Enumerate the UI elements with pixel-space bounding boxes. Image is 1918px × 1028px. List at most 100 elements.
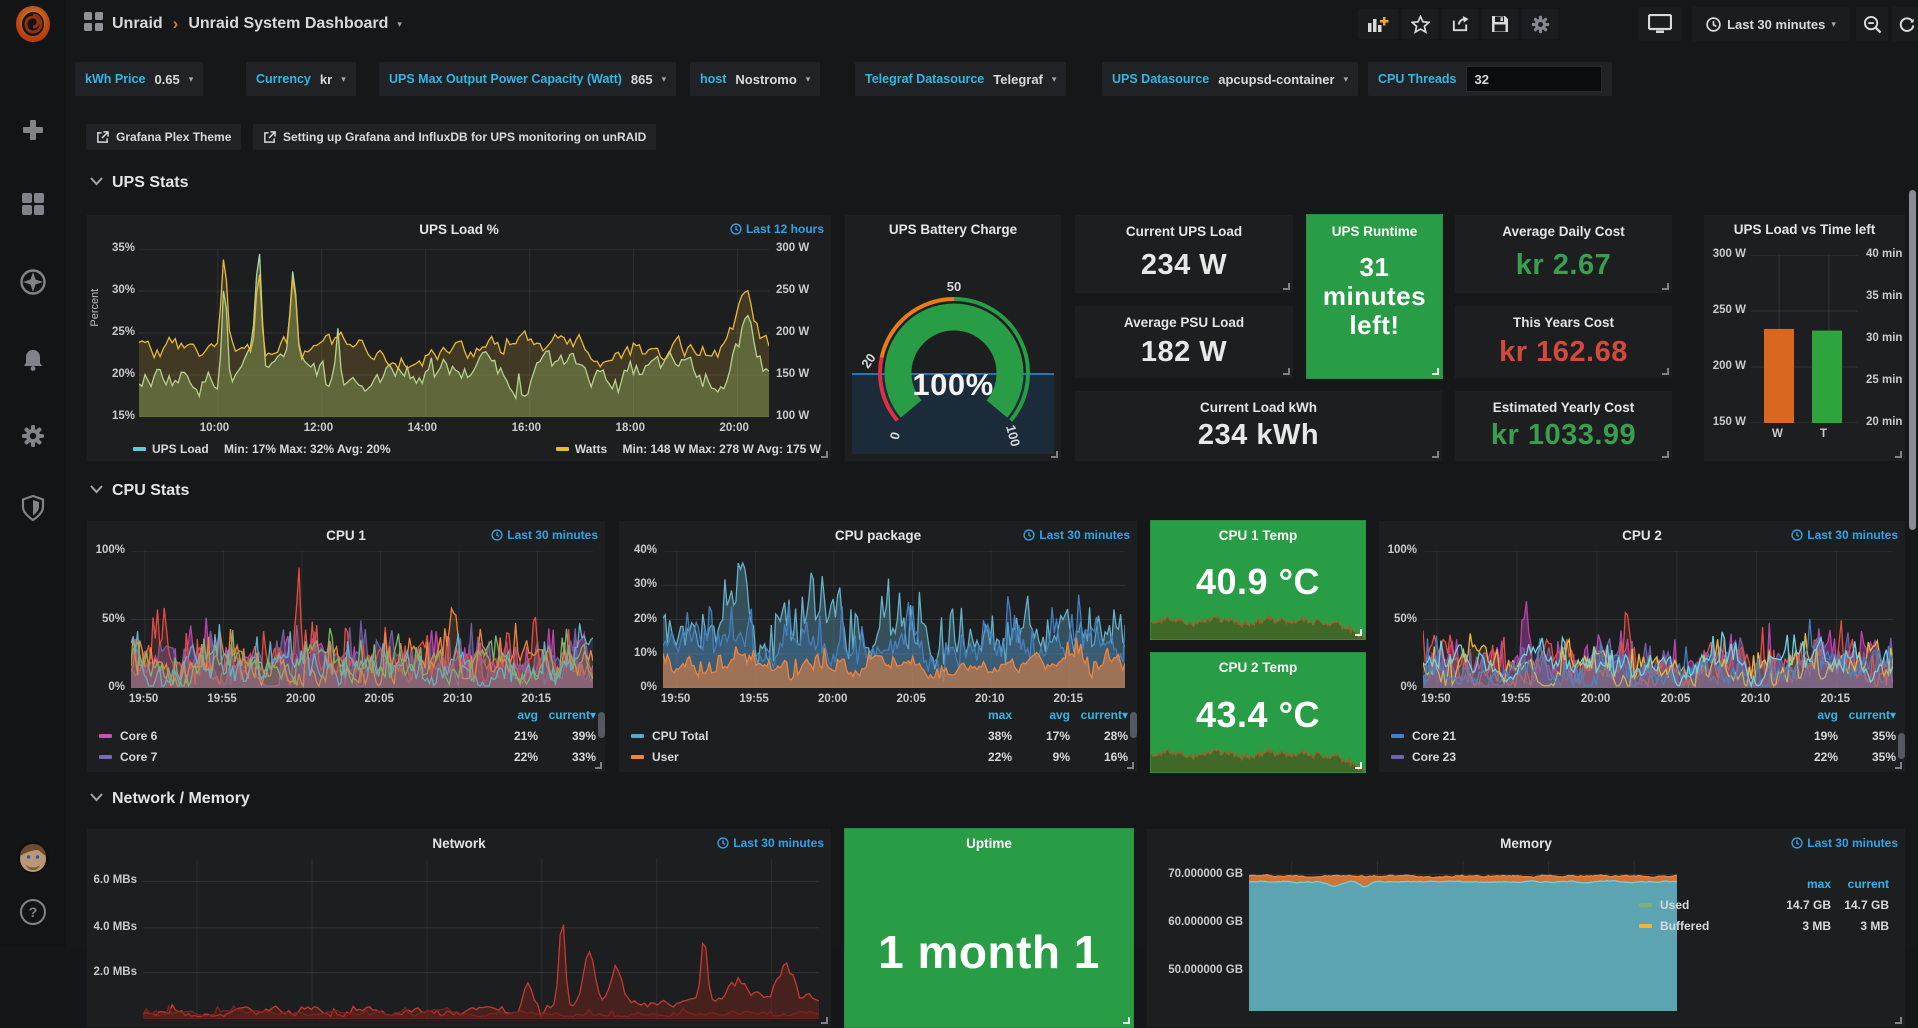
dashboards-icon[interactable] [0,182,66,226]
legend-item-ups-load[interactable]: UPS Load Min: 17% Max: 32% Avg: 20% [133,442,391,456]
panel-time-range[interactable]: Last 12 hours [730,222,824,236]
axis-tick: 20% [95,368,135,380]
legend-header[interactable]: current▾ [1070,708,1128,722]
page-scrollbar[interactable] [1909,190,1916,530]
time-range-picker[interactable]: Last 30 minutes ▾ [1692,7,1850,41]
legend-scrollbar[interactable] [598,712,605,738]
variable-host[interactable]: host Nostromo ▾ [690,62,820,96]
stat-value: 234 W [1075,249,1293,282]
axis-tick: 35 min [1866,290,1902,302]
user-avatar[interactable] [0,836,66,880]
legend-swatch [631,755,644,759]
memory-chart[interactable] [1249,861,1677,1011]
axis-tick: 10:00 [200,422,229,434]
link-ups-monitoring-guide[interactable]: Setting up Grafana and InfluxDB for UPS … [253,124,656,150]
save-dashboard-button[interactable] [1482,9,1518,39]
temp-sparkline [1151,605,1366,639]
variable-ups-max-output[interactable]: UPS Max Output Power Capacity (Watt) 865… [379,62,676,96]
help-icon[interactable]: ? [0,890,66,934]
panel-time-range[interactable]: Last 30 minutes [1791,528,1898,542]
section-network-memory[interactable]: Network / Memory [90,790,250,808]
network-chart[interactable] [143,859,819,1019]
panel-time-range[interactable]: Last 30 minutes [491,528,598,542]
axis-tick: 19:50 [1421,693,1450,705]
axis-tick: 20:15 [522,693,551,705]
legend-header[interactable]: current▾ [1838,708,1896,722]
variable-telegraf-datasource[interactable]: Telegraf Datasource Telegraf ▾ [855,62,1066,96]
dashboard-dropdown-caret[interactable]: ▾ [397,19,402,30]
panel-title[interactable]: Uptime [845,836,1133,851]
legend-header[interactable]: current [1831,877,1889,891]
share-dashboard-button[interactable] [1442,9,1478,39]
panel-title[interactable]: CPU 2 Temp [1151,660,1365,675]
panel-title[interactable]: Estimated Yearly Cost [1455,400,1672,415]
cpu1-chart[interactable] [131,551,593,688]
panel-title[interactable]: CPU 1 Temp [1151,528,1365,543]
legend-value: 22% [954,750,1012,764]
legend-swatch [1639,924,1652,928]
breadcrumb-dashboard-title[interactable]: Unraid System Dashboard [188,15,388,33]
add-panel-button[interactable] [1358,9,1398,39]
server-admin-shield-icon[interactable] [0,486,66,530]
variable-ups-datasource[interactable]: UPS Datasource apcupsd-container ▾ [1102,62,1358,96]
cpu2-chart[interactable] [1423,551,1893,688]
dashboard-settings-button[interactable] [1522,9,1558,39]
legend-value: 3 MB [1831,919,1889,933]
axis-tick: 300 W [1706,248,1746,260]
cpu-threads-input[interactable] [1466,66,1602,92]
variable-kwh-price[interactable]: kWh Price 0.65 ▾ [75,62,203,96]
legend-header[interactable]: avg [480,708,538,722]
panel-title[interactable]: UPS Load % [87,222,831,237]
legend-header[interactable]: max [1773,877,1831,891]
refresh-button[interactable] [1892,7,1918,41]
panel-title[interactable]: Current Load kWh [1075,400,1442,415]
panel-title[interactable]: This Years Cost [1455,315,1672,330]
legend-scrollbar[interactable] [1898,733,1905,759]
section-ups-stats[interactable]: UPS Stats [90,174,188,192]
panel-time-range[interactable]: Last 30 minutes [717,836,824,850]
legend-scrollbar[interactable] [1130,712,1137,738]
panel-title[interactable]: UPS Load vs Time left [1704,222,1905,237]
legend-header[interactable]: avg [1012,708,1070,722]
legend-header[interactable]: current▾ [538,708,596,722]
panel-current-load-kwh: Current Load kWh 234 kWh [1074,390,1443,462]
explore-compass-icon[interactable] [0,260,66,304]
breadcrumb-team[interactable]: Unraid [112,15,163,33]
panel-title[interactable]: Average PSU Load [1075,315,1293,330]
variable-value: apcupsd-container [1218,72,1334,87]
alerting-bell-icon[interactable] [0,338,66,382]
panel-title[interactable]: Average Daily Cost [1455,224,1672,239]
star-dashboard-button[interactable] [1402,9,1438,39]
tv-kiosk-mode-button[interactable] [1638,7,1682,41]
legend-item-watts[interactable]: Watts Min: 148 W Max: 278 W Avg: 175 W [556,442,821,456]
axis-tick: 20:15 [1821,693,1850,705]
variable-currency[interactable]: Currency kr ▾ [246,62,356,96]
cpu-package-chart[interactable] [663,551,1125,688]
grafana-logo[interactable] [0,2,66,46]
ups-load-chart[interactable] [139,249,769,417]
breadcrumb-separator: › [172,14,180,34]
panel-time-range[interactable]: Last 30 minutes [1791,836,1898,850]
section-cpu-stats[interactable]: CPU Stats [90,482,189,500]
dashboards-squares-icon[interactable] [84,12,103,36]
panel-title[interactable]: UPS Runtime [1307,224,1442,239]
create-plus-icon[interactable] [0,108,66,152]
axis-tick: 0% [89,681,125,693]
legend-header[interactable]: avg [1780,708,1838,722]
panel-title[interactable]: Current UPS Load [1075,224,1293,239]
link-grafana-plex-theme[interactable]: Grafana Plex Theme [86,124,241,150]
zoom-out-button[interactable] [1856,7,1888,41]
legend-header[interactable]: max [954,708,1012,722]
panel-time-range[interactable]: Last 30 minutes [1023,528,1130,542]
configuration-gear-icon[interactable] [0,414,66,458]
